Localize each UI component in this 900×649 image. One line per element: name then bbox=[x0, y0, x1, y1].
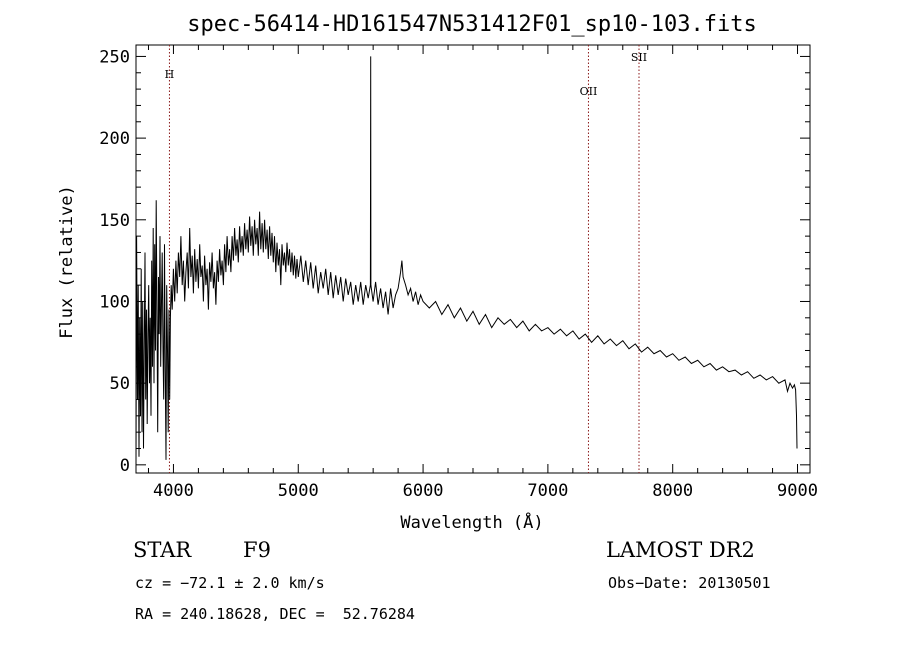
x-tick-label: 5000 bbox=[278, 481, 319, 501]
emission-line-markers: H OII SII bbox=[165, 45, 647, 473]
survey-name: LAMOST DR2 bbox=[606, 538, 755, 562]
y-tick-label: 250 bbox=[99, 47, 130, 67]
axis-ticks: 4000 5000 6000 7000 8000 9000 0 50 100 150 200 250 bbox=[99, 45, 818, 501]
y-tick-label: 200 bbox=[99, 129, 130, 149]
line-label-sii: SII bbox=[631, 51, 647, 64]
x-axis-label: Wavelength (Å) bbox=[400, 511, 543, 533]
object-subclass: F9 bbox=[243, 538, 271, 562]
object-class: STAR bbox=[133, 538, 192, 562]
redshift-cz: cz = −72.1 ± 2.0 km/s bbox=[135, 574, 325, 592]
plot-frame bbox=[135, 44, 811, 474]
x-tick-label: 8000 bbox=[652, 481, 693, 501]
y-tick-label: 0 bbox=[120, 456, 130, 476]
chart-title: spec-56414-HD161547N531412F01_sp10-103.f… bbox=[187, 12, 757, 37]
y-axis-label: Flux (relative) bbox=[57, 185, 77, 339]
line-label-h: H bbox=[165, 68, 175, 81]
y-tick-label: 50 bbox=[110, 374, 130, 394]
line-label-oii: OII bbox=[580, 85, 598, 98]
x-tick-label: 7000 bbox=[527, 481, 568, 501]
x-tick-label: 4000 bbox=[153, 481, 194, 501]
y-tick-label: 100 bbox=[99, 292, 130, 312]
y-tick-label: 150 bbox=[99, 211, 130, 231]
spectrum-line bbox=[135, 56, 798, 465]
x-tick-label: 6000 bbox=[403, 481, 444, 501]
coordinates: RA = 240.18628, DEC = 52.76284 bbox=[135, 605, 415, 623]
x-tick-label: 9000 bbox=[777, 481, 818, 501]
observation-date: Obs−Date: 20130501 bbox=[608, 574, 771, 592]
